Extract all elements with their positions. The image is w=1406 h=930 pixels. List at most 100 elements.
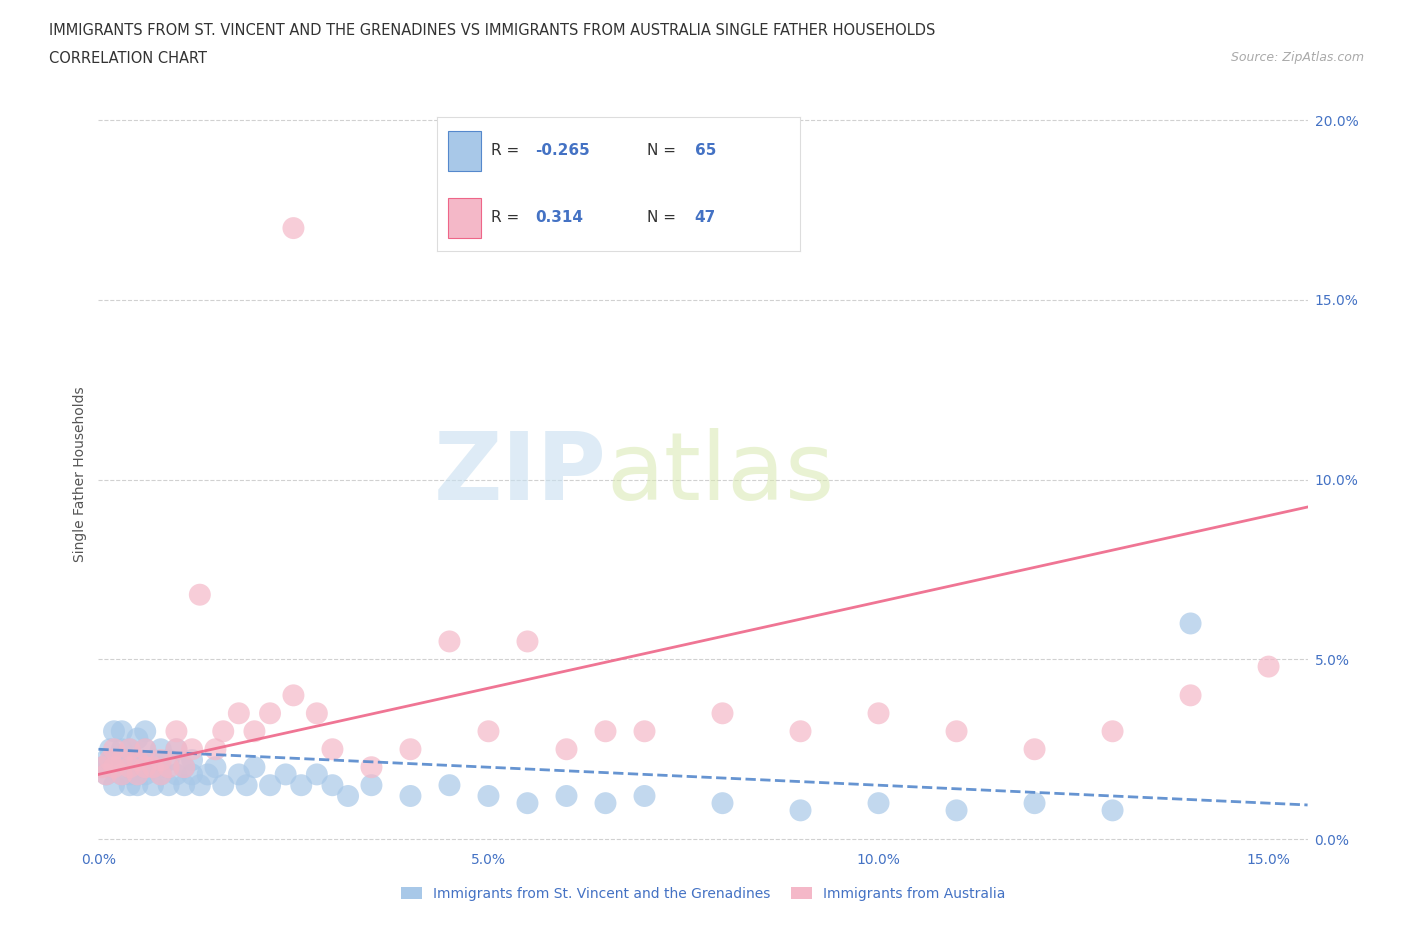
Point [149, 767, 172, 782]
Point [111, 752, 134, 767]
Point [149, 752, 172, 767]
Point [305, 767, 328, 782]
Point [212, 777, 235, 792]
Point [173, 760, 195, 775]
Point [555, 789, 578, 804]
Point [142, 777, 165, 792]
Point [1180, 688, 1202, 703]
Point [516, 634, 538, 649]
Point [1257, 659, 1279, 674]
Point [134, 742, 156, 757]
Point [165, 742, 187, 757]
Point [134, 760, 156, 775]
Point [868, 706, 890, 721]
Point [127, 760, 149, 775]
Point [149, 767, 172, 782]
Point [91, 760, 114, 775]
Point [111, 767, 134, 782]
Point [439, 634, 461, 649]
Point [595, 796, 617, 811]
Point [1024, 796, 1046, 811]
Point [283, 220, 305, 235]
Point [321, 742, 343, 757]
Point [111, 724, 134, 738]
Point [157, 752, 180, 767]
Point [165, 767, 187, 782]
Point [212, 724, 235, 738]
Point [91, 760, 114, 775]
Point [118, 742, 141, 757]
Point [149, 742, 172, 757]
Point [118, 760, 141, 775]
Point [945, 724, 967, 738]
Point [1101, 724, 1123, 738]
Point [103, 760, 125, 775]
Point [259, 706, 281, 721]
Point [555, 742, 578, 757]
Point [142, 760, 165, 775]
Point [188, 587, 211, 602]
Point [789, 803, 811, 817]
Point [103, 777, 125, 792]
Point [173, 760, 195, 775]
Point [477, 789, 499, 804]
Point [283, 688, 305, 703]
Point [173, 777, 195, 792]
Point [243, 760, 266, 775]
Point [228, 767, 250, 782]
Point [103, 742, 125, 757]
Point [98, 742, 121, 757]
Text: CORRELATION CHART: CORRELATION CHART [49, 51, 207, 66]
Y-axis label: Single Father Households: Single Father Households [73, 387, 87, 562]
Point [98, 752, 121, 767]
Point [96, 767, 118, 782]
Point [243, 724, 266, 738]
Point [142, 752, 165, 767]
Point [305, 706, 328, 721]
Point [111, 767, 134, 782]
Point [157, 777, 180, 792]
Point [142, 760, 165, 775]
Point [118, 742, 141, 757]
Point [360, 760, 382, 775]
Point [127, 767, 149, 782]
Point [165, 742, 187, 757]
Point [103, 724, 125, 738]
Text: IMMIGRANTS FROM ST. VINCENT AND THE GRENADINES VS IMMIGRANTS FROM AUSTRALIA SING: IMMIGRANTS FROM ST. VINCENT AND THE GREN… [49, 23, 935, 38]
Point [197, 767, 219, 782]
Point [103, 760, 125, 775]
Point [439, 777, 461, 792]
Point [259, 777, 281, 792]
Point [228, 706, 250, 721]
Point [337, 789, 360, 804]
Text: ZIP: ZIP [433, 429, 606, 520]
Point [127, 731, 149, 746]
Text: atlas: atlas [606, 429, 835, 520]
Point [274, 767, 297, 782]
Point [633, 789, 655, 804]
Point [633, 724, 655, 738]
Point [235, 777, 257, 792]
Point [360, 777, 382, 792]
Text: Source: ZipAtlas.com: Source: ZipAtlas.com [1230, 51, 1364, 64]
Point [134, 767, 156, 782]
Point [134, 742, 156, 757]
Point [127, 767, 149, 782]
Point [399, 742, 422, 757]
Point [118, 777, 141, 792]
Point [711, 796, 734, 811]
Point [516, 796, 538, 811]
Point [134, 724, 156, 738]
Point [149, 760, 172, 775]
Point [118, 767, 141, 782]
Point [127, 777, 149, 792]
Point [181, 752, 204, 767]
Point [399, 789, 422, 804]
Point [111, 742, 134, 757]
Point [1101, 803, 1123, 817]
Point [945, 803, 967, 817]
Point [96, 767, 118, 782]
Point [111, 752, 134, 767]
Point [595, 724, 617, 738]
Point [1024, 742, 1046, 757]
